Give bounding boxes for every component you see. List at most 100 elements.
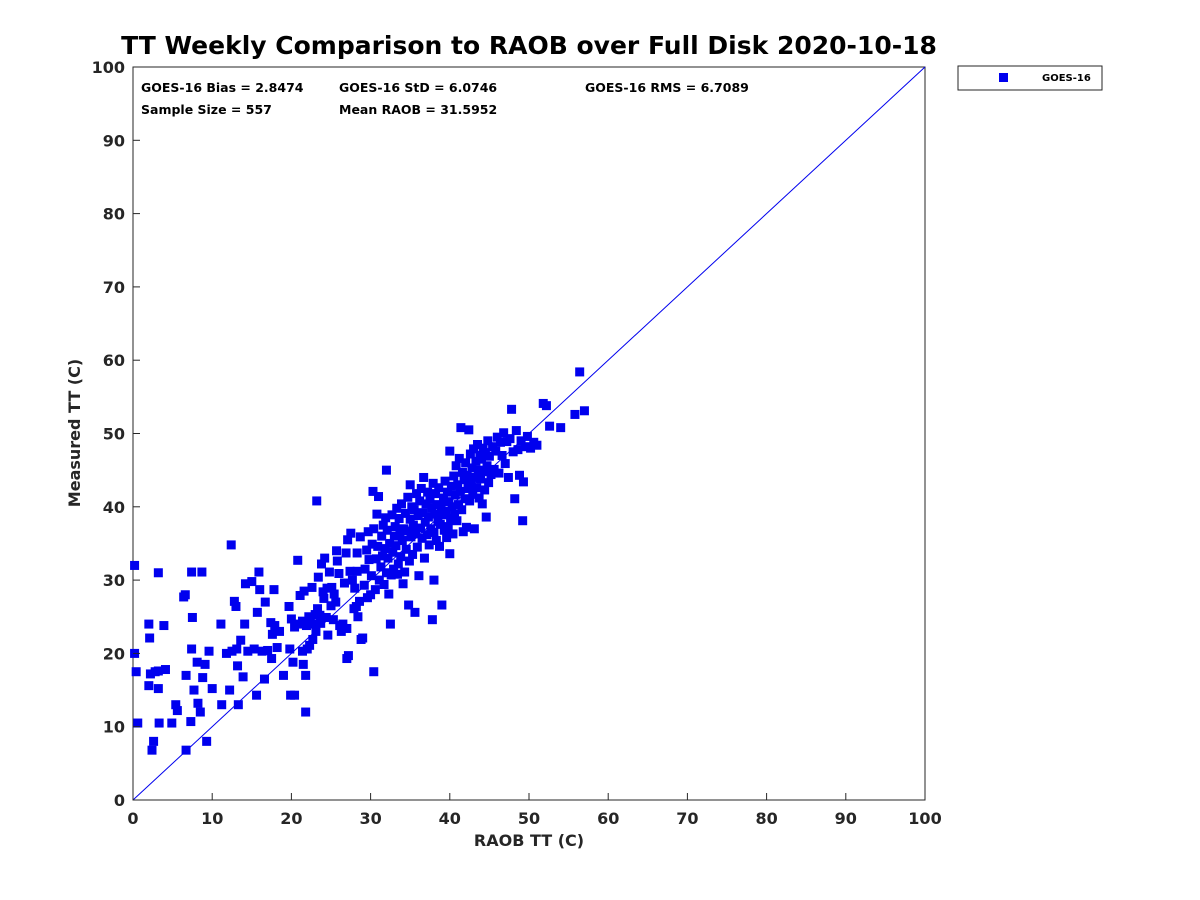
data-point: [386, 570, 396, 580]
data-point: [382, 525, 392, 535]
data-point: [305, 640, 315, 650]
data-point: [464, 425, 474, 435]
data-point: [312, 496, 322, 506]
data-point: [387, 510, 397, 520]
data-point: [575, 367, 585, 377]
data-point: [378, 520, 388, 530]
y-tick-label: 40: [103, 498, 125, 517]
data-point: [249, 644, 259, 654]
data-point: [327, 582, 337, 592]
data-point: [456, 423, 466, 433]
data-point: [460, 494, 470, 504]
data-point: [233, 700, 243, 710]
data-point: [415, 523, 425, 533]
data-point: [454, 453, 464, 463]
data-point: [520, 442, 530, 452]
data-point: [495, 437, 505, 447]
data-point: [366, 590, 376, 600]
annotation-mean-raob: Mean RAOB = 31.5952: [339, 102, 497, 117]
data-point: [232, 644, 242, 654]
data-point: [187, 644, 197, 654]
data-point: [216, 619, 226, 629]
data-point: [297, 646, 307, 656]
data-point: [470, 472, 480, 482]
data-point: [556, 423, 566, 433]
y-axis-label: Measured TT (C): [65, 359, 84, 507]
data-point: [299, 586, 309, 596]
data-point: [192, 657, 202, 667]
data-point: [500, 459, 510, 469]
data-point: [350, 583, 360, 593]
data-point: [392, 503, 402, 513]
data-point: [465, 449, 475, 459]
data-point: [437, 600, 447, 610]
data-point: [427, 615, 437, 625]
data-point: [286, 614, 296, 624]
data-point: [307, 582, 317, 592]
data-point: [403, 492, 413, 502]
y-tick-label: 60: [103, 351, 125, 370]
data-point: [511, 426, 521, 436]
data-point: [468, 489, 478, 499]
data-point: [310, 610, 320, 620]
data-point: [570, 409, 580, 419]
data-point: [180, 590, 190, 600]
data-point: [267, 654, 277, 664]
data-point: [400, 508, 410, 518]
data-point: [298, 659, 308, 669]
data-point: [368, 486, 378, 496]
data-point: [130, 560, 140, 570]
data-point: [449, 471, 459, 481]
data-point: [424, 540, 434, 550]
data-points-group: [130, 367, 589, 755]
x-tick-label: 60: [597, 809, 619, 828]
data-point: [153, 666, 163, 676]
data-point: [532, 440, 542, 450]
data-point: [189, 685, 199, 695]
data-point: [412, 489, 422, 499]
data-point: [453, 480, 463, 490]
data-point: [247, 577, 257, 587]
data-point: [404, 600, 414, 610]
data-point: [187, 612, 197, 622]
data-point: [447, 502, 457, 512]
data-point: [383, 553, 393, 563]
y-tick-label: 50: [103, 425, 125, 444]
data-point: [167, 718, 177, 728]
data-point: [255, 585, 265, 595]
data-point: [360, 564, 370, 574]
data-point: [518, 516, 528, 526]
data-point: [393, 569, 403, 579]
data-point: [479, 467, 489, 477]
data-point: [461, 458, 471, 468]
x-axis-ticks: 0 10 20 30 40 50 60 70 80 90 100: [127, 793, 942, 828]
data-point: [507, 404, 517, 414]
data-point: [422, 530, 432, 540]
data-point: [463, 483, 473, 493]
data-point: [469, 524, 479, 534]
y-tick-label: 30: [103, 571, 125, 590]
data-point: [290, 690, 300, 700]
data-point: [364, 555, 374, 565]
data-point: [275, 626, 285, 636]
data-point: [389, 564, 399, 574]
data-point: [442, 533, 452, 543]
data-point: [476, 454, 486, 464]
data-point: [545, 421, 555, 431]
data-point: [419, 553, 429, 563]
data-point: [457, 467, 467, 477]
data-point: [541, 401, 551, 411]
data-point: [461, 522, 471, 532]
data-point: [328, 615, 338, 625]
data-point: [252, 607, 262, 617]
data-point: [396, 552, 406, 562]
data-point: [369, 524, 379, 534]
data-point: [394, 514, 404, 524]
data-point: [377, 551, 387, 561]
data-point: [423, 487, 433, 497]
data-point: [418, 508, 428, 518]
data-point: [355, 532, 365, 542]
data-point: [385, 619, 395, 629]
data-point: [451, 461, 461, 471]
